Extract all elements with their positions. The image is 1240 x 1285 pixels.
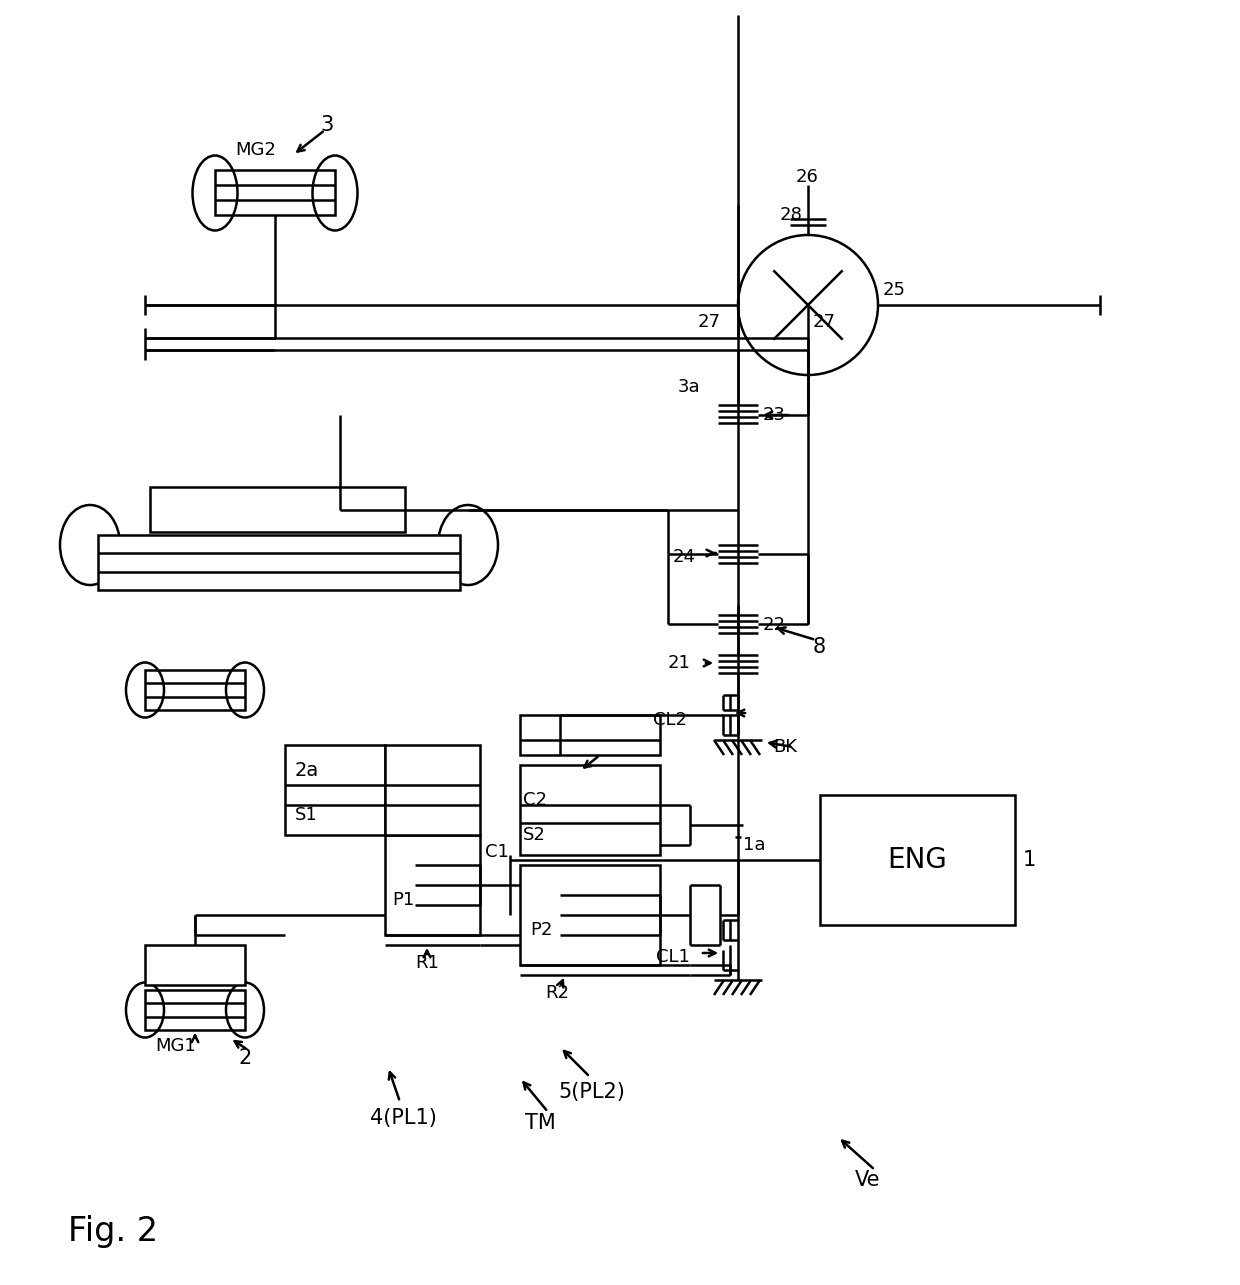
Bar xyxy=(215,170,335,215)
Text: 1: 1 xyxy=(1023,849,1037,870)
Text: CL2: CL2 xyxy=(653,711,687,729)
Bar xyxy=(520,865,660,965)
Text: Ve: Ve xyxy=(856,1171,880,1190)
Text: C2: C2 xyxy=(523,792,547,810)
Bar xyxy=(145,989,246,1031)
Bar xyxy=(820,795,1016,925)
Text: C1: C1 xyxy=(485,843,508,861)
Bar xyxy=(384,835,480,935)
Text: 22: 22 xyxy=(763,616,786,634)
Text: 2: 2 xyxy=(238,1049,252,1068)
Text: TM: TM xyxy=(525,1113,556,1133)
Bar xyxy=(145,669,246,711)
Bar xyxy=(285,745,384,835)
Text: 8: 8 xyxy=(813,637,826,657)
Bar xyxy=(384,745,480,835)
Text: 4(PL1): 4(PL1) xyxy=(370,1108,436,1128)
Text: 27: 27 xyxy=(813,314,836,332)
Text: 27: 27 xyxy=(698,314,720,332)
Text: S1: S1 xyxy=(295,806,317,824)
Text: 25: 25 xyxy=(883,281,906,299)
Text: CL1: CL1 xyxy=(656,948,689,966)
Bar xyxy=(98,535,460,590)
Bar xyxy=(520,714,660,756)
Text: R1: R1 xyxy=(415,953,439,971)
Text: 26: 26 xyxy=(796,168,818,186)
Text: 23: 23 xyxy=(763,406,786,424)
Text: 1a: 1a xyxy=(743,837,765,855)
Text: ENG: ENG xyxy=(888,846,947,874)
Bar xyxy=(145,944,246,986)
Text: 3a: 3a xyxy=(678,378,701,396)
Text: 21: 21 xyxy=(668,654,691,672)
Text: BK: BK xyxy=(773,738,797,756)
Text: 24: 24 xyxy=(673,547,696,565)
Text: MG2: MG2 xyxy=(236,141,275,159)
Text: R2: R2 xyxy=(546,984,569,1002)
Text: 5(PL2): 5(PL2) xyxy=(558,1082,625,1103)
Text: S2: S2 xyxy=(523,826,546,844)
Text: 2a: 2a xyxy=(295,761,319,780)
Text: P1: P1 xyxy=(392,891,414,908)
Text: 28: 28 xyxy=(780,206,802,224)
Text: MG1: MG1 xyxy=(155,1037,196,1055)
Text: P2: P2 xyxy=(529,921,552,939)
Bar xyxy=(150,487,405,532)
Bar xyxy=(520,765,660,855)
Text: 3: 3 xyxy=(320,114,334,135)
Text: Fig. 2: Fig. 2 xyxy=(68,1216,159,1248)
